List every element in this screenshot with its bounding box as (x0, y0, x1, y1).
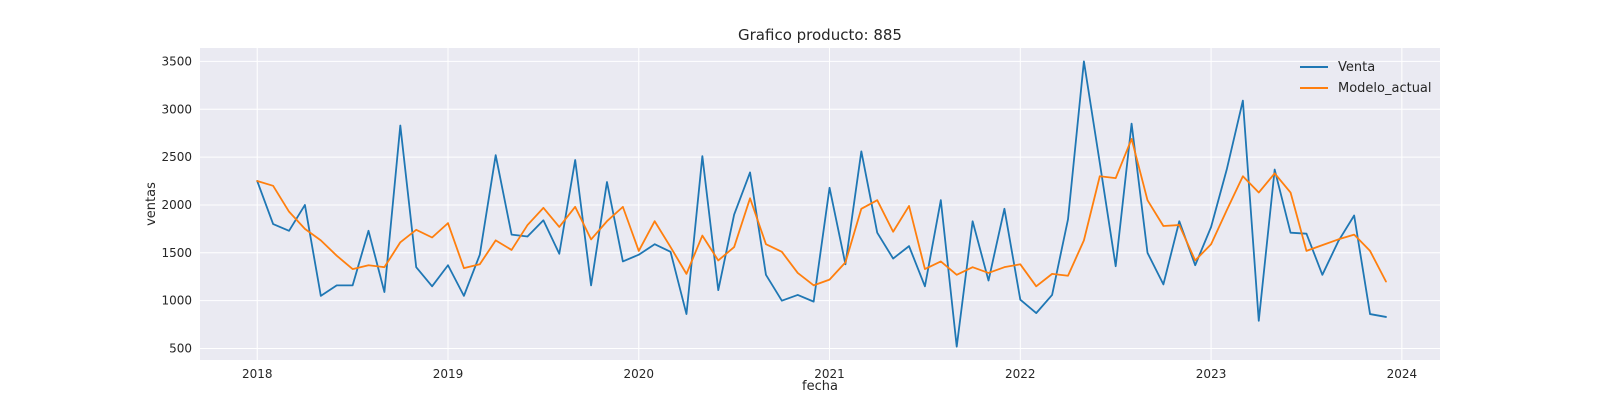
x-tick-label: 2020 (623, 367, 654, 381)
x-tick-label: 2024 (1387, 367, 1418, 381)
x-tick-label: 2022 (1005, 367, 1036, 381)
x-tick-label: 2018 (242, 367, 273, 381)
x-tick-label: 2019 (433, 367, 464, 381)
y-tick-label: 2500 (161, 150, 192, 164)
legend-label-venta: Venta (1338, 60, 1375, 75)
legend: Venta Modelo_actual (1300, 60, 1432, 96)
x-tick-label: 2021 (814, 367, 845, 381)
x-axis-label: fecha (802, 379, 838, 394)
series-line-modelo-actual (256, 138, 1387, 288)
y-tick-label: 2000 (161, 198, 192, 212)
y-tick-label: 1500 (161, 246, 192, 260)
y-tick-label: 3000 (161, 102, 192, 116)
y-tick-label: 1000 (161, 294, 192, 308)
y-tick-label: 500 (169, 342, 192, 356)
y-axis-ticks: 500 1000 1500 2000 2500 3000 3500 (161, 54, 192, 355)
legend-label-modelo-actual: Modelo_actual (1338, 81, 1432, 96)
x-tick-label: 2023 (1196, 367, 1227, 381)
series-lines (256, 60, 1387, 348)
y-axis-label: ventas (144, 182, 159, 226)
x-axis-ticks: 2018 2019 2020 2021 2022 2023 2024 (242, 367, 1417, 381)
plot-area (200, 48, 1440, 360)
chart-title: Grafico producto: 885 (738, 26, 902, 44)
y-tick-label: 3500 (161, 54, 192, 68)
